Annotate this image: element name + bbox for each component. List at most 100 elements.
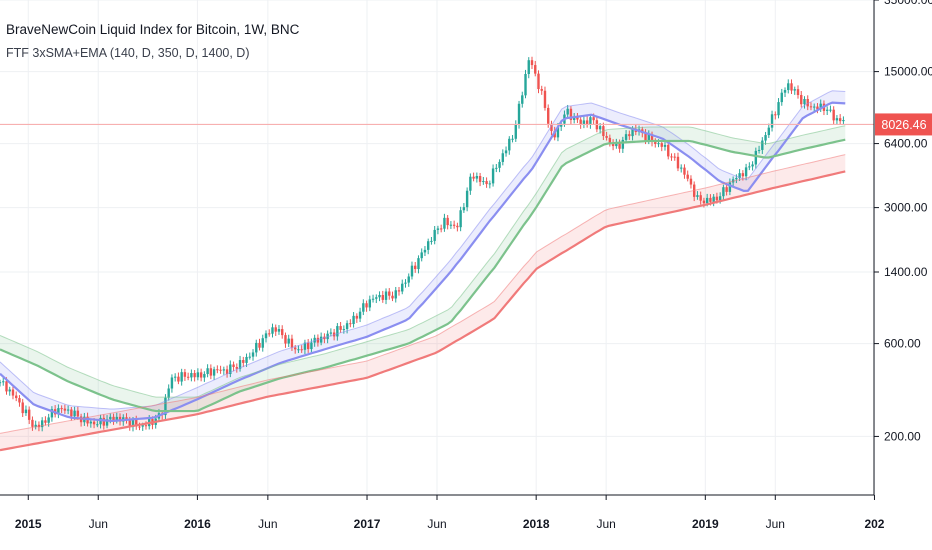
candle-body xyxy=(576,116,579,120)
candle-body xyxy=(70,409,73,417)
candle-body xyxy=(803,98,806,105)
candle-body xyxy=(757,149,761,151)
candle-body xyxy=(0,382,2,384)
candle-body xyxy=(615,142,618,147)
candle-body xyxy=(647,134,650,141)
candle-body xyxy=(605,136,608,138)
candle-body xyxy=(780,92,783,103)
candle-body xyxy=(482,181,485,183)
candle-body xyxy=(203,374,206,378)
candle-body xyxy=(705,197,709,204)
x-tick-label: Jun xyxy=(427,517,446,531)
y-tick-label: 6400.00 xyxy=(884,137,928,151)
candle-body xyxy=(744,167,748,177)
grid xyxy=(0,0,875,495)
candle-body xyxy=(787,83,790,91)
candle-body xyxy=(524,73,527,96)
candle-body xyxy=(566,108,569,115)
candle-body xyxy=(475,176,479,179)
candle-body xyxy=(112,416,115,421)
candle-body xyxy=(349,323,352,325)
candle-body xyxy=(628,134,631,137)
candle-body xyxy=(199,372,203,378)
candle-body xyxy=(426,241,430,250)
candle-body xyxy=(517,103,521,125)
candle-body xyxy=(245,356,248,363)
candle-body xyxy=(375,297,378,299)
candle-body xyxy=(644,133,647,141)
candle-body xyxy=(699,195,702,201)
x-tick-label: 202 xyxy=(864,517,884,531)
candle-body xyxy=(190,373,193,378)
candle-body xyxy=(271,327,274,334)
candle-body xyxy=(462,207,466,211)
candle-body xyxy=(222,369,226,371)
candle-body xyxy=(689,178,693,185)
last-price-label: 8026.46 xyxy=(875,113,932,136)
x-tick-label: 2018 xyxy=(523,517,550,531)
candle-body xyxy=(709,197,712,202)
candle-body xyxy=(534,65,537,74)
candle-body xyxy=(141,425,144,427)
candle-body xyxy=(550,123,553,131)
candle-body xyxy=(144,425,148,427)
candle-body xyxy=(281,329,284,336)
candle-body xyxy=(715,196,719,201)
x-tick-label: Jun xyxy=(596,517,615,531)
candle-body xyxy=(5,381,8,392)
y-tick-label: 1400.00 xyxy=(884,265,928,279)
candle-body xyxy=(579,119,582,125)
candle-body xyxy=(592,117,595,121)
candle-body xyxy=(34,424,37,427)
candle-body xyxy=(423,249,427,253)
candle-body xyxy=(115,416,118,421)
candle-body xyxy=(300,349,303,351)
candle-body xyxy=(167,388,170,398)
candle-body xyxy=(842,120,845,122)
candle-body xyxy=(268,333,271,335)
candle-body xyxy=(118,416,122,422)
candle-body xyxy=(556,126,560,138)
candle-body xyxy=(735,178,738,180)
candle-body xyxy=(303,342,307,350)
candle-body xyxy=(819,103,822,110)
candle-body xyxy=(404,282,407,284)
candle-body xyxy=(170,377,174,389)
candle-body xyxy=(11,389,15,396)
sma350-upper-line xyxy=(0,125,846,398)
candle-body xyxy=(378,294,381,298)
candle-body xyxy=(504,150,508,154)
candle-body xyxy=(410,265,414,277)
candle-body xyxy=(501,153,505,162)
y-tick-label: 35000.00 xyxy=(884,0,932,7)
candle-body xyxy=(287,338,290,344)
x-tick-label: 2019 xyxy=(692,517,719,531)
candle-body xyxy=(261,338,264,348)
candle-body xyxy=(339,326,342,330)
candle-body xyxy=(109,416,112,420)
candle-body xyxy=(559,123,563,127)
candle-body xyxy=(660,143,663,147)
candle-body xyxy=(128,420,131,428)
candle-body xyxy=(232,364,235,368)
candle-body xyxy=(44,420,47,423)
candle-body xyxy=(219,369,222,371)
candle-body xyxy=(47,417,50,423)
time-axis: 2015 Jun 2016 Jun 2017 Jun 2018 Jun 2019 Jun 202 xyxy=(15,495,885,531)
candle-body xyxy=(274,327,277,332)
candle-body xyxy=(177,376,180,382)
candle-body xyxy=(572,116,576,120)
candle-body xyxy=(73,410,76,417)
x-tick-label: 2017 xyxy=(354,517,381,531)
candle-body xyxy=(835,118,839,121)
candle-body xyxy=(751,164,754,167)
candle-body xyxy=(702,200,706,204)
candle-body xyxy=(365,303,368,308)
candle-body xyxy=(15,395,18,399)
candle-body xyxy=(650,134,654,143)
candle-body xyxy=(242,360,245,363)
candle-body xyxy=(24,409,28,414)
candle-body xyxy=(547,107,550,124)
candle-body xyxy=(673,156,676,158)
